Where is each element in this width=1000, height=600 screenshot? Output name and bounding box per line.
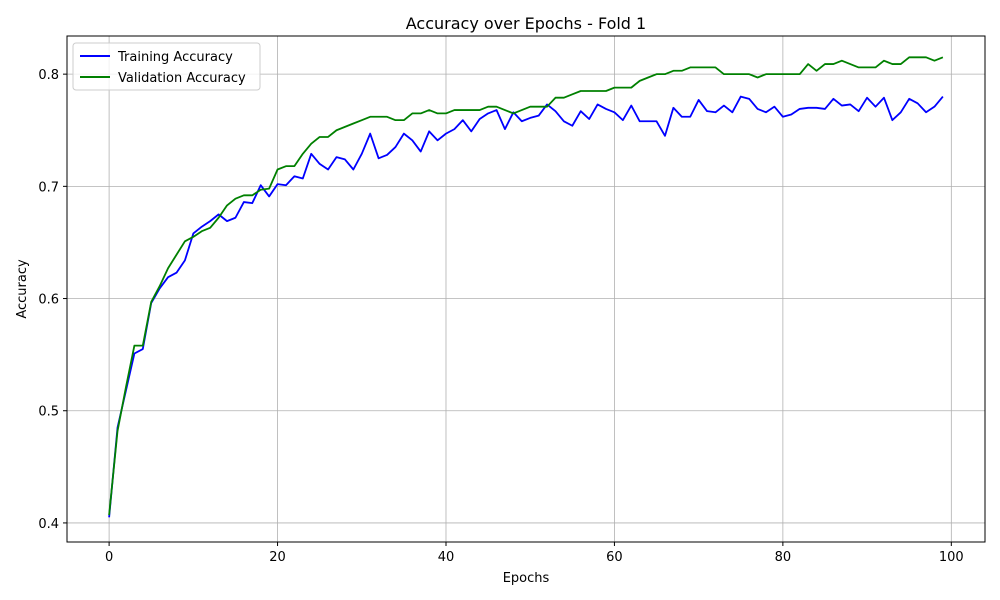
chart-title: Accuracy over Epochs - Fold 1 — [406, 14, 646, 33]
x-tick-label: 0 — [105, 550, 113, 565]
y-tick-label: 0.5 — [38, 405, 59, 420]
x-tick-label: 20 — [269, 550, 286, 565]
plot-frame — [66, 35, 986, 543]
y-tick-label: 0.6 — [38, 293, 59, 308]
y-tick-label: 0.7 — [38, 180, 59, 195]
y-axis-label: Accuracy — [15, 259, 30, 319]
grid — [67, 36, 985, 542]
y-axis-ticks: 0.4 0.5 0.6 0.7 0.8 — [38, 68, 67, 532]
x-axis-label: Epochs — [503, 571, 550, 586]
x-axis-ticks: 0 20 40 60 80 100 — [105, 542, 964, 565]
x-tick-label: 60 — [606, 550, 623, 565]
legend: Training Accuracy Validation Accuracy — [72, 42, 261, 91]
y-tick-label: 0.4 — [38, 517, 59, 532]
legend-label-training: Training Accuracy — [117, 50, 233, 65]
y-tick-label: 0.8 — [38, 68, 59, 83]
training-accuracy-line — [108, 95, 944, 518]
legend-label-validation: Validation Accuracy — [118, 71, 246, 86]
validation-accuracy-line — [108, 56, 944, 516]
series-lines — [108, 56, 944, 518]
x-tick-label: 100 — [939, 550, 964, 565]
x-tick-label: 80 — [775, 550, 792, 565]
legend-box — [72, 42, 261, 91]
x-tick-label: 40 — [438, 550, 455, 565]
